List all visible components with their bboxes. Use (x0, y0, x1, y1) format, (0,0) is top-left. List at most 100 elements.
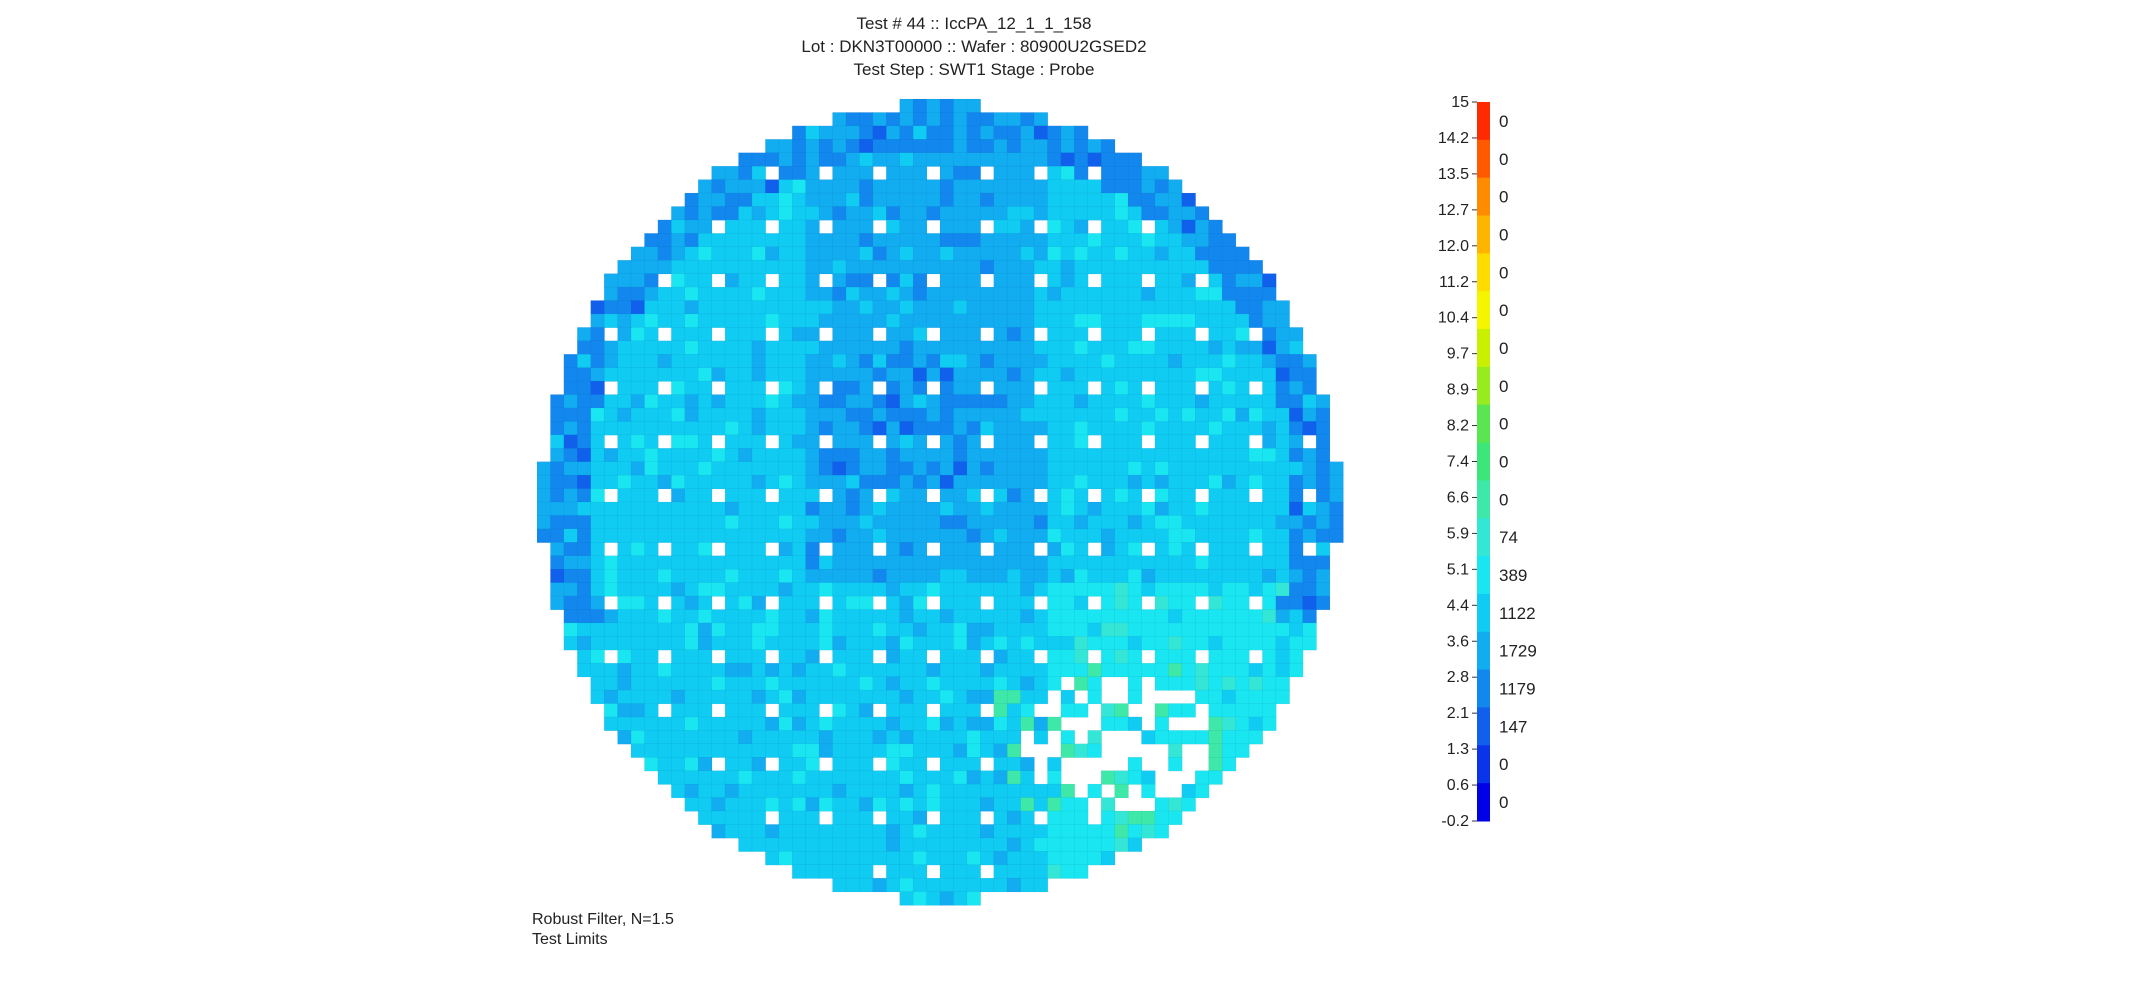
die-cell (805, 703, 820, 718)
die-cell (724, 568, 740, 584)
die-cell (912, 313, 928, 329)
die-cell (1315, 582, 1331, 597)
die-cell (1248, 461, 1264, 476)
die-cell (644, 622, 659, 637)
die-cell (1033, 152, 1049, 167)
die-cell (1100, 609, 1116, 624)
die-cell (1262, 286, 1277, 302)
die-cell (1315, 542, 1331, 557)
die-cell (603, 689, 619, 705)
die-cell (966, 112, 981, 127)
die-cell (818, 179, 834, 194)
die-cell (1141, 730, 1156, 745)
die-cell (980, 407, 995, 423)
die-cell (899, 259, 914, 275)
die-cell (724, 327, 740, 342)
die-cell (886, 246, 901, 261)
die-cell (1047, 353, 1062, 369)
die-cell (536, 501, 552, 517)
die-cell (563, 367, 578, 382)
die-cell (603, 461, 619, 476)
die-cell (671, 662, 686, 678)
die-cell (1100, 259, 1116, 275)
die-cell (926, 246, 941, 261)
die-cell (1208, 743, 1223, 758)
die-cell (1033, 555, 1049, 570)
die-cell (765, 192, 780, 208)
die-cell (711, 461, 726, 476)
die-cell (1060, 528, 1075, 543)
die-cell (1020, 340, 1035, 355)
die-cell (630, 568, 646, 584)
die-cell (1168, 662, 1183, 678)
die-cell (899, 152, 914, 167)
die-cell (1060, 851, 1075, 866)
die-cell (1221, 327, 1237, 342)
die-cell (563, 515, 578, 530)
die-cell (1047, 327, 1062, 342)
die-cell (832, 273, 847, 288)
die-cell (1168, 743, 1183, 758)
die-cell (765, 407, 780, 423)
die-cell (899, 622, 914, 637)
die-cell (1047, 636, 1062, 651)
die-cell (778, 595, 793, 611)
die-cell (724, 703, 740, 718)
die-cell (926, 125, 941, 140)
die-cell (832, 233, 847, 248)
die-cell (738, 421, 753, 436)
die-cell (1262, 609, 1277, 624)
die-cell (697, 743, 713, 758)
die-cell (1315, 488, 1331, 503)
die-cell (697, 488, 713, 503)
die-cell (1168, 676, 1183, 691)
die-cell (832, 568, 847, 584)
die-cell (724, 233, 740, 248)
die-cell (1114, 434, 1129, 449)
die-cell (617, 609, 632, 624)
die-cell (818, 797, 834, 812)
die-cell (886, 380, 901, 396)
die-cell (1020, 662, 1035, 678)
die-cell (993, 582, 1008, 597)
die-cell (738, 716, 753, 732)
die-cell (966, 448, 981, 463)
die-cell (966, 165, 981, 181)
die-cell (886, 703, 901, 718)
die-cell (603, 407, 619, 423)
die-cell (1060, 730, 1075, 745)
die-cell (1194, 501, 1210, 517)
die-cell (778, 662, 793, 678)
die-cell (899, 112, 914, 127)
die-cell (1114, 407, 1129, 423)
die-cell (1074, 810, 1089, 826)
die-cell (845, 837, 861, 852)
die-cell (886, 125, 901, 140)
die-cell (791, 286, 807, 302)
die-cell (993, 528, 1008, 543)
die-cell (1248, 353, 1264, 369)
die-cell (711, 448, 726, 463)
colorbar-count-label: 1729 (1499, 642, 1537, 661)
die-cell (751, 246, 767, 261)
die-cell (953, 595, 968, 611)
die-cell (724, 797, 740, 812)
die-cell (953, 246, 968, 261)
die-cell (1020, 542, 1035, 557)
die-cell (1262, 367, 1277, 382)
die-cell (1141, 555, 1156, 570)
die-cell (1154, 448, 1170, 463)
die-cell (966, 568, 981, 584)
die-cell (1020, 488, 1035, 503)
die-cell (859, 192, 874, 208)
die-cell (751, 192, 767, 208)
die-cell (1100, 286, 1116, 302)
die-cell (966, 716, 981, 732)
die-cell (859, 233, 874, 248)
die-cell (1235, 582, 1250, 597)
die-cell (1181, 568, 1196, 584)
die-cell (939, 474, 955, 490)
die-cell (899, 770, 914, 785)
die-cell (832, 353, 847, 369)
die-cell (617, 273, 632, 288)
